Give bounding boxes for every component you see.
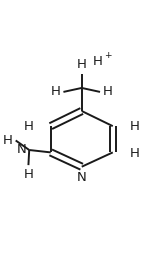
Text: H: H	[3, 134, 13, 147]
Text: +: +	[104, 51, 111, 60]
Text: H: H	[103, 85, 113, 98]
Text: N: N	[17, 143, 26, 156]
Text: H: H	[129, 120, 139, 134]
Text: N: N	[77, 171, 87, 184]
Text: H: H	[129, 147, 139, 160]
Text: H: H	[93, 55, 103, 68]
Text: H: H	[24, 120, 34, 134]
Text: H: H	[51, 85, 61, 98]
Text: H: H	[77, 58, 87, 71]
Text: H: H	[23, 168, 33, 181]
